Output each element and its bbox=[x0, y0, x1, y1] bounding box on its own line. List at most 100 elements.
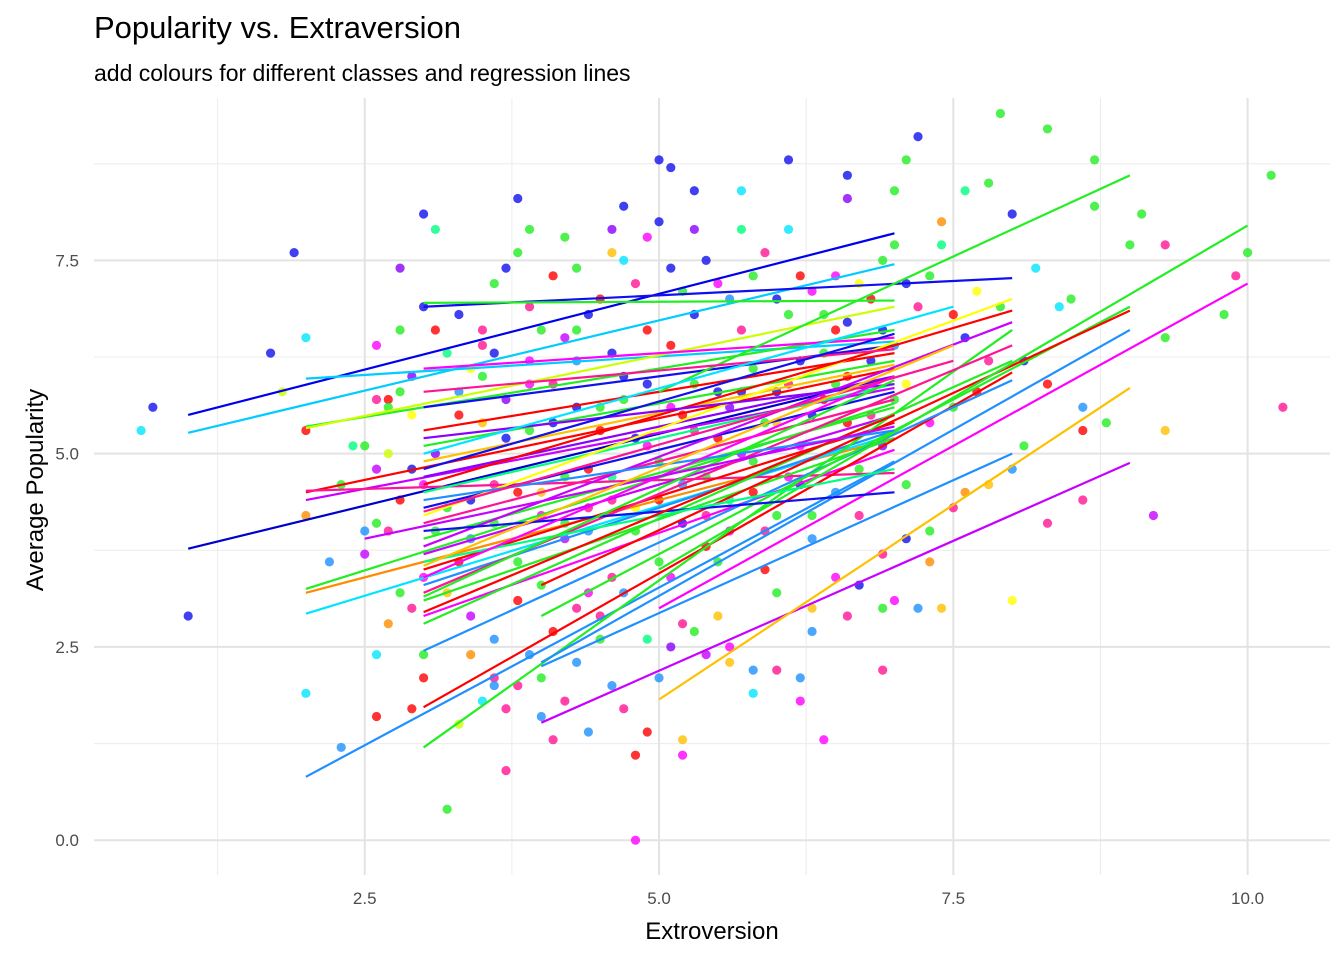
data-point bbox=[1160, 425, 1170, 436]
data-point bbox=[1054, 302, 1064, 312]
data-point bbox=[383, 394, 393, 405]
regression-line bbox=[422, 329, 1013, 749]
data-point bbox=[572, 603, 582, 613]
y-tick-label: 7.5 bbox=[55, 251, 79, 270]
data-point bbox=[407, 410, 417, 420]
data-point bbox=[642, 325, 652, 335]
data-point bbox=[748, 487, 758, 497]
data-point bbox=[654, 217, 664, 227]
data-point bbox=[689, 626, 699, 637]
data-point bbox=[972, 286, 982, 296]
data-point bbox=[842, 170, 852, 180]
data-point bbox=[513, 248, 523, 258]
data-point bbox=[725, 642, 735, 652]
data-point bbox=[501, 704, 511, 714]
data-point bbox=[407, 603, 417, 613]
data-point bbox=[1243, 248, 1253, 258]
x-axis-title: Extroversion bbox=[645, 918, 778, 945]
data-point bbox=[889, 240, 900, 250]
data-point bbox=[619, 201, 629, 211]
data-point bbox=[619, 255, 629, 265]
data-point bbox=[689, 224, 699, 235]
data-points bbox=[136, 108, 1288, 845]
regression-line bbox=[423, 297, 1013, 517]
data-point bbox=[901, 479, 911, 490]
data-point bbox=[536, 673, 546, 683]
data-point bbox=[807, 626, 817, 637]
data-point bbox=[1007, 209, 1017, 219]
regression-line bbox=[423, 332, 895, 471]
data-point bbox=[395, 263, 405, 273]
x-tick-label: 10.0 bbox=[1231, 889, 1264, 908]
data-point bbox=[725, 402, 735, 412]
data-point bbox=[772, 588, 782, 598]
data-point bbox=[995, 108, 1006, 119]
data-point bbox=[336, 742, 346, 753]
data-point bbox=[748, 665, 758, 675]
y-tick-label: 5.0 bbox=[55, 445, 79, 464]
data-point bbox=[477, 371, 488, 381]
data-point bbox=[713, 611, 723, 621]
data-point bbox=[383, 449, 393, 459]
data-point bbox=[1042, 124, 1053, 134]
data-point bbox=[654, 673, 664, 683]
data-point bbox=[666, 162, 676, 173]
data-point bbox=[701, 255, 711, 265]
data-point bbox=[1078, 495, 1088, 505]
data-point bbox=[677, 750, 688, 760]
data-point bbox=[948, 309, 958, 320]
data-point bbox=[572, 325, 582, 335]
data-point bbox=[654, 557, 664, 567]
regression-line bbox=[423, 413, 895, 556]
regression-line bbox=[658, 282, 1249, 610]
data-point bbox=[501, 766, 511, 776]
data-point bbox=[748, 271, 758, 281]
regression-lines bbox=[187, 174, 1249, 778]
data-point bbox=[1231, 271, 1241, 281]
data-point bbox=[807, 534, 817, 544]
regression-line bbox=[540, 309, 1131, 587]
regression-line bbox=[423, 382, 895, 440]
data-point bbox=[489, 348, 499, 358]
regression-line bbox=[305, 460, 895, 778]
data-point bbox=[642, 634, 652, 644]
data-point bbox=[1089, 155, 1100, 165]
data-point bbox=[548, 735, 558, 745]
regression-line bbox=[423, 344, 954, 567]
data-point bbox=[395, 325, 405, 335]
data-point bbox=[524, 302, 535, 312]
regression-line bbox=[423, 305, 954, 455]
data-point bbox=[807, 510, 817, 521]
data-point bbox=[607, 680, 617, 691]
data-point bbox=[666, 263, 676, 273]
regression-line bbox=[423, 359, 1013, 625]
data-point bbox=[666, 340, 676, 351]
data-point bbox=[1160, 333, 1170, 343]
data-point bbox=[795, 271, 805, 281]
data-point bbox=[630, 278, 641, 289]
data-point bbox=[878, 255, 888, 265]
data-point bbox=[1031, 263, 1041, 273]
data-point bbox=[442, 804, 452, 814]
data-point bbox=[677, 619, 688, 629]
data-point bbox=[548, 271, 558, 281]
data-point bbox=[795, 696, 805, 706]
regression-line bbox=[423, 398, 895, 525]
data-point bbox=[501, 433, 511, 443]
data-point bbox=[889, 595, 900, 606]
data-point bbox=[783, 224, 794, 235]
data-point bbox=[913, 132, 923, 142]
data-point bbox=[936, 240, 947, 250]
data-point bbox=[795, 673, 805, 683]
data-point bbox=[371, 650, 382, 660]
data-point bbox=[430, 325, 440, 335]
y-tick-label: 2.5 bbox=[55, 638, 79, 657]
data-point bbox=[289, 248, 299, 258]
data-point bbox=[1160, 240, 1170, 250]
data-point bbox=[536, 325, 546, 335]
data-point bbox=[1019, 441, 1029, 451]
data-point bbox=[689, 186, 699, 196]
data-point bbox=[913, 302, 923, 312]
data-point bbox=[560, 696, 570, 706]
